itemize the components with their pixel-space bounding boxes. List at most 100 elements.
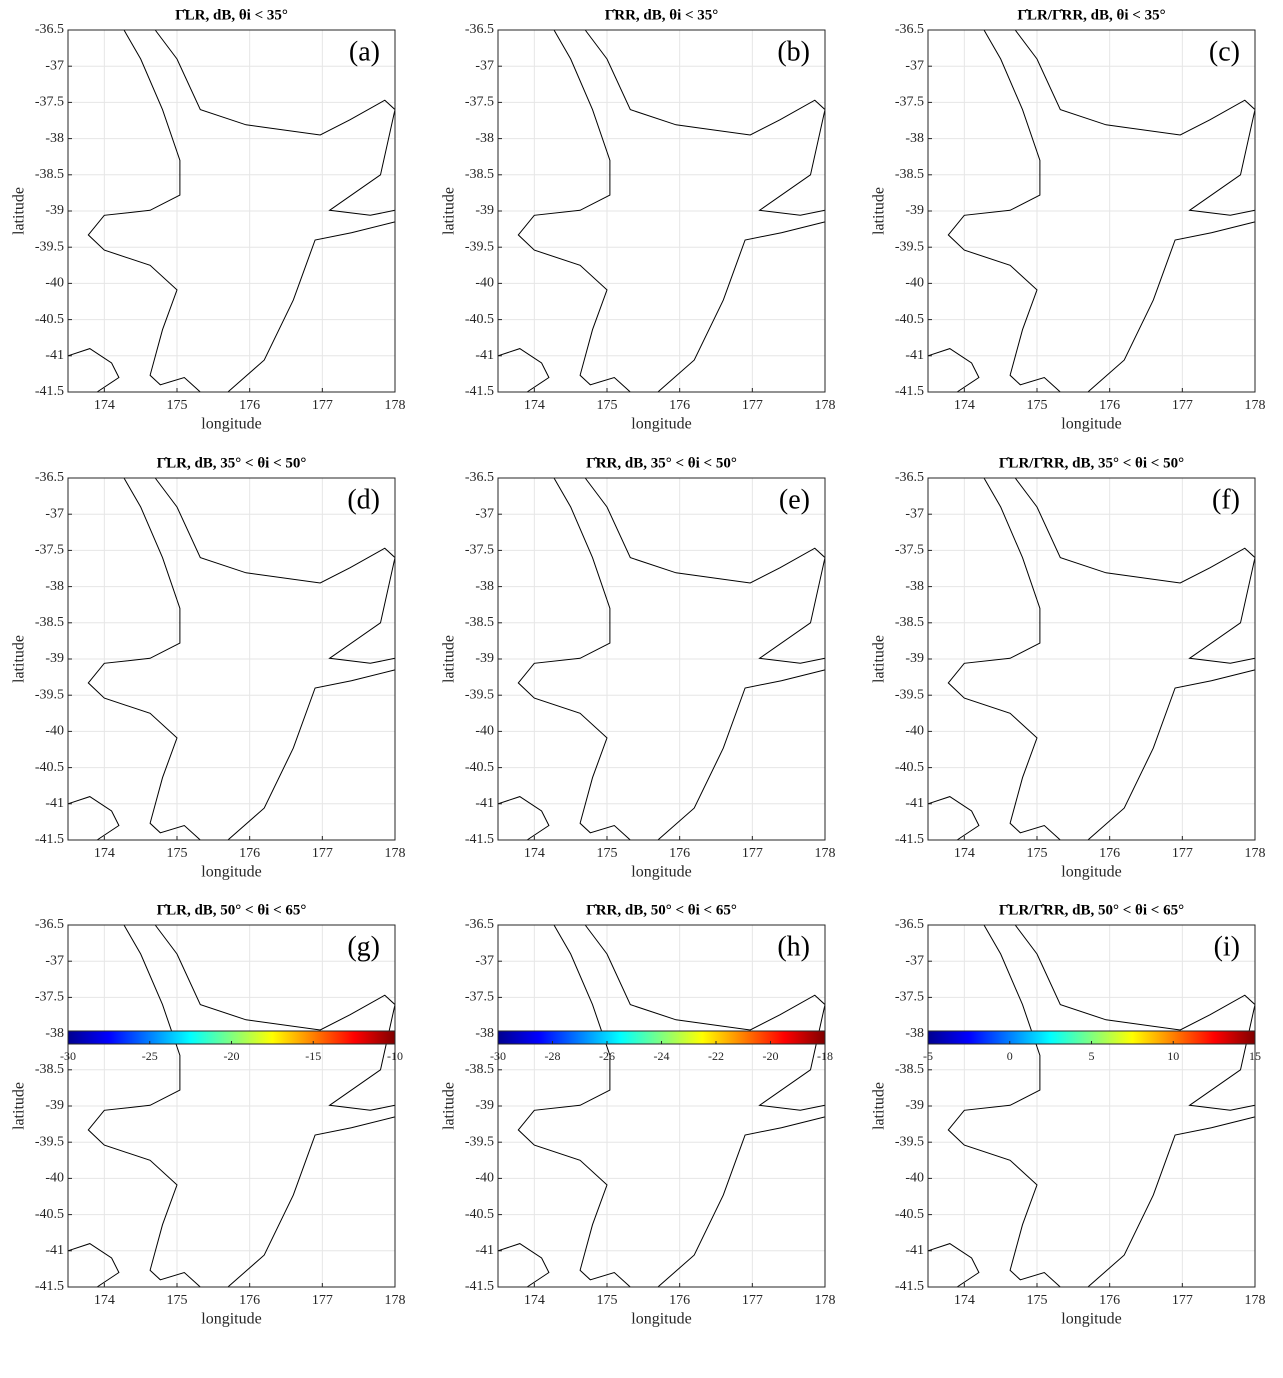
y-tick-label: -37: [905, 506, 924, 521]
y-tick-label: -40: [905, 276, 924, 291]
coastline: [927, 348, 980, 393]
x-tick-label: 177: [312, 1293, 333, 1308]
x-tick-label: 174: [524, 398, 545, 413]
x-axis-label: longitude: [1061, 864, 1121, 881]
x-tick-label: 178: [385, 398, 406, 413]
colorbar-tick-label: -28: [545, 1049, 561, 1063]
y-tick-label: -36.5: [465, 917, 494, 932]
y-tick-label: -40: [905, 724, 924, 739]
y-tick-label: -41: [905, 1243, 924, 1258]
panel-title: Γ̂LR, dB, θi < 35°: [175, 7, 288, 23]
x-tick-label: 177: [1172, 398, 1193, 413]
coastline: [657, 1116, 826, 1288]
x-tick-label: 178: [1245, 398, 1266, 413]
coastline: [67, 348, 120, 393]
y-tick-label: -37.5: [35, 95, 64, 110]
coastline: [657, 221, 826, 393]
y-tick-label: -41: [905, 796, 924, 811]
x-tick-label: 175: [1027, 398, 1048, 413]
x-tick-label: 176: [239, 1293, 260, 1308]
x-tick-label: 176: [669, 1293, 690, 1308]
axes-frame: [497, 477, 826, 841]
y-tick-label: -40.5: [895, 312, 924, 327]
y-tick-label: -38: [45, 1026, 64, 1041]
y-tick-label: -36.5: [895, 917, 924, 932]
panel-title: Γ̂LR/Γ̂RR, dB, 35° < θi < 50°: [999, 455, 1184, 471]
y-tick-label: -41.5: [465, 384, 494, 399]
panel-label: (e): [779, 484, 810, 515]
colorbar-tick-label: -20: [224, 1049, 240, 1063]
y-tick-label: -41.5: [895, 1279, 924, 1294]
y-tick-label: -40.5: [895, 1207, 924, 1222]
y-tick-label: -39: [45, 1098, 64, 1113]
x-tick-label: 175: [597, 1293, 618, 1308]
y-tick-label: -41.5: [35, 832, 64, 847]
y-axis-label: latitude: [871, 187, 888, 235]
coastline: [517, 29, 631, 393]
panel-title: Γ̂LR, dB, 35° < θi < 50°: [157, 455, 307, 471]
x-tick-label: 175: [167, 1293, 188, 1308]
y-tick-label: -37.5: [35, 990, 64, 1005]
y-tick-label: -37.5: [465, 990, 494, 1005]
coastline: [927, 796, 980, 841]
panel-title: Γ̂LR, dB, 50° < θi < 65°: [157, 902, 307, 918]
x-tick-label: 177: [742, 398, 763, 413]
y-tick-label: -37.5: [895, 990, 924, 1005]
y-tick-label: -40.5: [35, 760, 64, 775]
colorbar-tick-label: 0: [1007, 1049, 1013, 1063]
y-tick-label: -40.5: [35, 312, 64, 327]
y-tick-label: -40: [475, 724, 494, 739]
y-tick-label: -38.5: [35, 615, 64, 630]
y-tick-label: -37.5: [35, 543, 64, 558]
coastline: [584, 924, 826, 1111]
y-tick-label: -36.5: [35, 470, 64, 485]
y-tick-label: -41: [45, 348, 64, 363]
axes-frame: [497, 29, 826, 393]
y-axis-label: latitude: [871, 635, 888, 683]
x-tick-label: 178: [1245, 846, 1266, 861]
x-tick-label: 174: [954, 398, 975, 413]
y-tick-label: -37: [475, 953, 494, 968]
x-tick-label: 176: [669, 846, 690, 861]
x-tick-label: 175: [167, 846, 188, 861]
y-tick-label: -40: [475, 276, 494, 291]
colorbar-tick-label: -10: [387, 1049, 403, 1063]
colorbar-tick-label: -30: [490, 1049, 506, 1063]
y-tick-label: -41.5: [895, 384, 924, 399]
x-tick-label: 175: [1027, 846, 1048, 861]
coastline: [227, 1116, 396, 1288]
colorbar-tick-label: -5: [923, 1049, 933, 1063]
x-tick-label: 177: [1172, 846, 1193, 861]
colorbar-tick-label: 5: [1089, 1049, 1095, 1063]
panel-label: (i): [1214, 931, 1240, 962]
y-axis-label: latitude: [11, 187, 28, 235]
colorbar-tick-label: 15: [1249, 1049, 1261, 1063]
colorbar-tick-label: -15: [305, 1049, 321, 1063]
y-tick-label: -38: [905, 1026, 924, 1041]
y-tick-label: -40: [475, 1171, 494, 1186]
x-tick-label: 176: [239, 398, 260, 413]
y-tick-label: -40: [45, 724, 64, 739]
x-tick-label: 176: [239, 846, 260, 861]
y-axis-label: latitude: [871, 1082, 888, 1130]
coastline: [154, 29, 396, 216]
coastline: [154, 924, 396, 1111]
x-tick-label: 176: [1099, 846, 1120, 861]
x-axis-label: longitude: [631, 416, 691, 433]
y-tick-label: -37.5: [465, 543, 494, 558]
y-tick-label: -41.5: [465, 832, 494, 847]
coastline: [67, 796, 120, 841]
y-tick-label: -37.5: [465, 95, 494, 110]
coastline: [657, 669, 826, 841]
y-tick-label: -40.5: [35, 1207, 64, 1222]
y-tick-label: -41.5: [465, 1279, 494, 1294]
panel-label: (a): [349, 36, 380, 67]
coastline: [517, 924, 631, 1288]
x-tick-label: 174: [94, 1293, 115, 1308]
y-tick-label: -37: [45, 58, 64, 73]
y-tick-label: -39.5: [35, 1134, 64, 1149]
coastline: [927, 1243, 980, 1288]
y-tick-label: -39.5: [465, 239, 494, 254]
